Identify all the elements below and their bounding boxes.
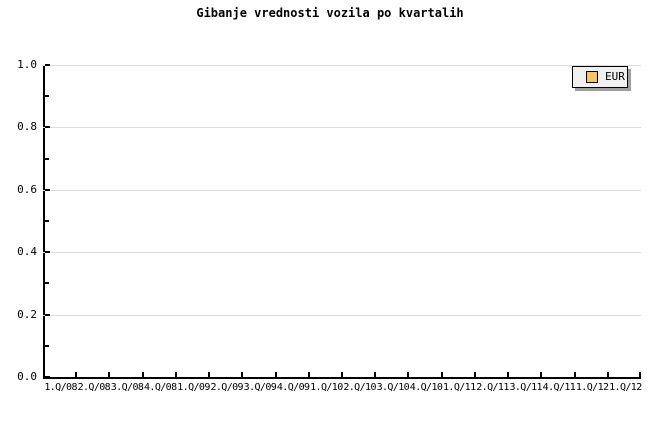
x-tick — [440, 372, 443, 377]
x-tick-label: 3.Q/10 — [376, 382, 410, 393]
y-gridline — [43, 252, 641, 254]
x-tick-label: 1.Q/09 — [177, 382, 210, 393]
x-tick — [507, 372, 510, 377]
y-major-tick — [45, 251, 50, 254]
x-tick — [341, 372, 343, 377]
y-major-tick — [45, 376, 50, 378]
x-tick-label: 1.Q/08 — [44, 382, 77, 393]
y-minor-tick — [45, 220, 49, 222]
x-tick — [639, 372, 641, 377]
x-tick-label: 2.Q/11 — [476, 382, 509, 393]
x-tick-label: 2.Q/09 — [210, 382, 243, 393]
y-axis-line — [43, 65, 45, 379]
x-tick — [174, 372, 177, 377]
x-tick — [75, 372, 78, 377]
x-tick — [407, 372, 410, 377]
x-tick — [540, 372, 543, 377]
x-tick-label: 3.Q/11 — [509, 382, 542, 393]
x-tick — [141, 372, 144, 377]
x-axis-line — [43, 377, 641, 379]
legend-swatch-eur-icon — [586, 71, 598, 83]
x-tick-label: 1.Q/12 — [575, 382, 609, 393]
x-tick-label: 4.Q/08 — [144, 382, 177, 393]
x-tick-label: 1.Q/12 — [609, 382, 642, 393]
y-major-tick — [45, 188, 50, 191]
x-tick-label: 4.Q/10 — [409, 382, 443, 393]
y-gridline — [43, 314, 641, 316]
y-tick-label: 0.2 — [17, 307, 37, 321]
x-tick — [374, 372, 377, 377]
x-tick — [208, 372, 211, 377]
x-tick — [573, 372, 576, 377]
y-major-tick — [45, 126, 50, 129]
y-tick-label: 1.0 — [17, 58, 37, 71]
y-major-tick — [45, 313, 50, 316]
y-tick-label: 0.4 — [17, 245, 37, 259]
x-tick-label: 4.Q/11 — [542, 382, 576, 393]
x-tick-label: 1.Q/10 — [310, 382, 343, 393]
x-tick-label: 3.Q/09 — [243, 382, 277, 393]
x-tick-label: 2.Q/08 — [77, 382, 111, 393]
y-gridline — [43, 127, 641, 129]
x-tick-label: 4.Q/09 — [276, 382, 310, 393]
x-tick — [606, 372, 609, 377]
x-tick — [108, 372, 111, 377]
x-tick — [241, 372, 244, 377]
y-gridline — [43, 65, 641, 66]
x-tick-label: 3.Q/08 — [110, 382, 144, 393]
y-minor-tick — [45, 282, 49, 285]
chart-title: Gibanje vrednosti vozila po kvartalih — [196, 6, 464, 20]
y-minor-tick — [45, 344, 49, 347]
x-tick — [274, 372, 277, 377]
x-tick-label: 2.Q/10 — [343, 382, 376, 393]
y-major-tick — [45, 64, 50, 66]
y-minor-tick — [45, 95, 49, 98]
y-tick-label: 0.6 — [17, 182, 37, 196]
y-minor-tick — [45, 157, 49, 160]
x-tick-label: 1.Q/11 — [443, 382, 476, 393]
x-tick — [473, 372, 476, 377]
y-gridline — [43, 189, 641, 191]
x-tick — [307, 372, 310, 377]
legend-label: EUR — [605, 70, 625, 83]
y-tick-label: 0.8 — [17, 120, 37, 134]
legend: EUR — [572, 66, 628, 88]
y-tick-label: 0.0 — [17, 370, 37, 383]
